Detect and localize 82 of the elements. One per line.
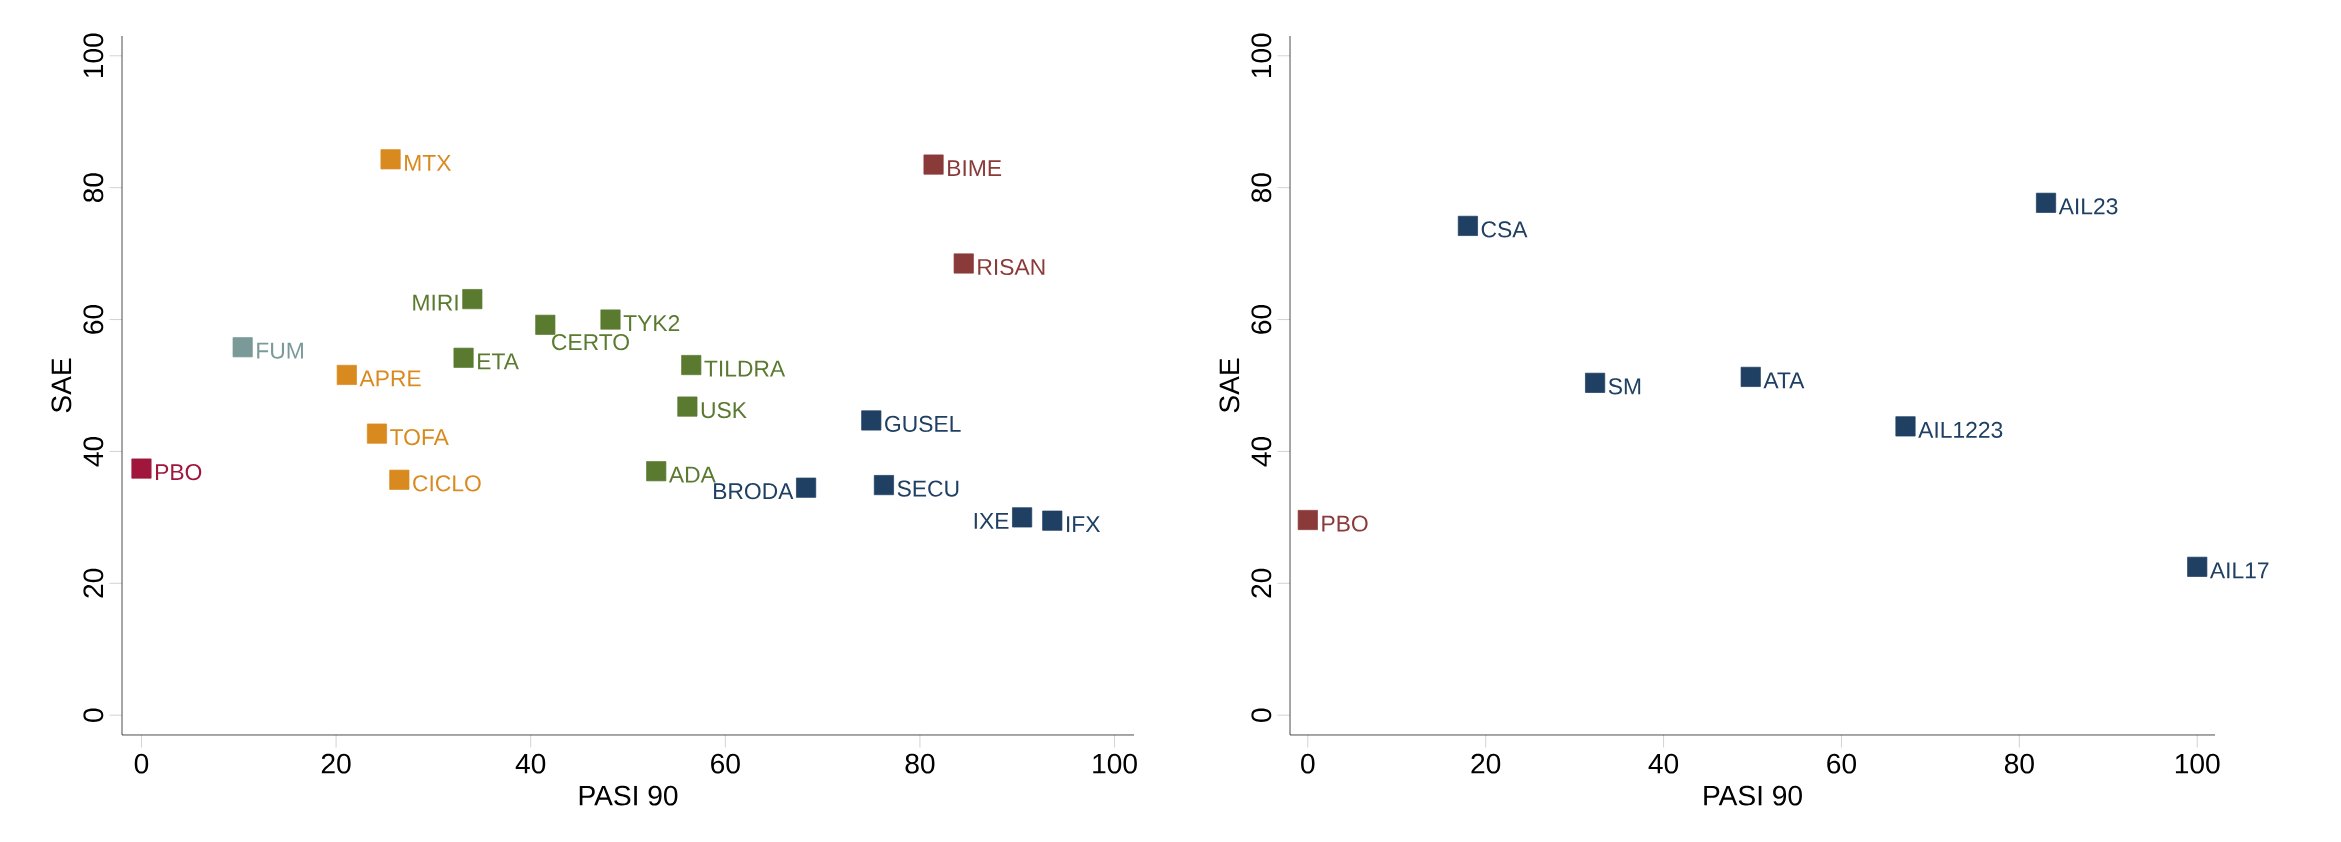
point <box>1042 510 1063 531</box>
y-tick-label: 20 <box>83 568 104 598</box>
x-tick-label: 80 <box>2004 753 2034 774</box>
x-tick-label: 100 <box>2175 753 2220 774</box>
y-tick-label: 60 <box>83 305 104 334</box>
series-label: MIRI <box>413 294 458 311</box>
point <box>336 364 357 385</box>
series-label: FUM <box>257 342 303 359</box>
series-label: TYK2 <box>623 315 680 332</box>
point <box>1457 215 1478 236</box>
series-label: SM <box>1608 378 1641 395</box>
point <box>366 423 387 444</box>
x-tick-label: 100 <box>1093 753 1137 774</box>
y-tick-label: 80 <box>83 173 104 203</box>
series-label: AIL1223 <box>1918 421 2003 438</box>
point <box>646 461 667 482</box>
series-label: APRE <box>359 370 421 387</box>
x-tick-label: 0 <box>1301 753 1315 774</box>
x-tick-label: 40 <box>1648 753 1679 774</box>
point <box>1895 416 1916 437</box>
series-label: PBO <box>156 463 202 481</box>
series-label: TOFA <box>390 429 449 446</box>
series-label: CICLO <box>413 475 481 492</box>
x-tick-label: 60 <box>1827 753 1856 774</box>
point <box>600 309 621 330</box>
point <box>1585 372 1606 393</box>
series-label: AIL17 <box>2209 562 2269 579</box>
series-label: TILDRA <box>704 360 786 377</box>
point <box>861 410 882 431</box>
y-axis-title: SAE <box>1219 358 1240 413</box>
x-axis-title: PASI 90 <box>1704 785 1802 806</box>
point <box>462 289 483 310</box>
point <box>2036 192 2057 213</box>
y-tick-label: 100 <box>83 33 104 78</box>
series-label: ETA <box>478 353 519 370</box>
x-tick-label: 40 <box>515 753 546 774</box>
y-axis-title: SAE <box>51 358 72 413</box>
series-label: IXE <box>974 513 1009 529</box>
series-label: RISAN <box>978 258 1045 276</box>
y-tick-label: 60 <box>1251 305 1272 334</box>
series-label: GUSEL <box>885 415 961 433</box>
series-label: CSA <box>1481 221 1528 238</box>
point <box>1740 366 1761 387</box>
x-tick-label: 80 <box>905 753 935 774</box>
series-label: AIL23 <box>2058 198 2118 215</box>
x-axis-title: PASI 90 <box>579 785 678 806</box>
point <box>1012 507 1033 528</box>
series-label: PBO <box>1322 515 1368 532</box>
point <box>953 253 974 274</box>
point <box>389 469 410 490</box>
point <box>2187 556 2208 577</box>
point <box>453 347 474 368</box>
x-tick-label: 20 <box>1471 753 1501 774</box>
point <box>796 477 817 498</box>
series-label: USK <box>701 402 747 419</box>
y-tick-label: 40 <box>1251 436 1272 467</box>
series-label: ADA <box>668 466 716 483</box>
point <box>232 337 253 358</box>
point <box>681 355 702 376</box>
point <box>380 149 401 170</box>
point <box>1297 509 1318 531</box>
point <box>535 314 556 335</box>
point <box>131 458 152 479</box>
y-tick-label: 20 <box>1251 568 1272 598</box>
series-label: BIME <box>948 160 1002 176</box>
x-tick-label: 0 <box>134 753 149 774</box>
series-label: CERTO <box>552 333 629 351</box>
point <box>923 154 944 175</box>
x-tick-label: 60 <box>711 753 740 774</box>
series-label: IFX <box>1067 516 1101 533</box>
y-tick-label: 40 <box>83 436 104 467</box>
series-label: SECU <box>897 480 959 497</box>
series-label: ATA <box>1763 372 1805 389</box>
point <box>677 396 698 417</box>
y-tick-label: 0 <box>1251 708 1272 722</box>
y-tick-label: 80 <box>1251 173 1272 203</box>
series-label: MTX <box>405 154 451 171</box>
series-label: BRODA <box>714 483 794 500</box>
y-tick-label: 0 <box>83 708 104 722</box>
x-tick-label: 20 <box>321 753 351 774</box>
y-tick-label: 100 <box>1251 33 1272 78</box>
point <box>873 475 894 496</box>
